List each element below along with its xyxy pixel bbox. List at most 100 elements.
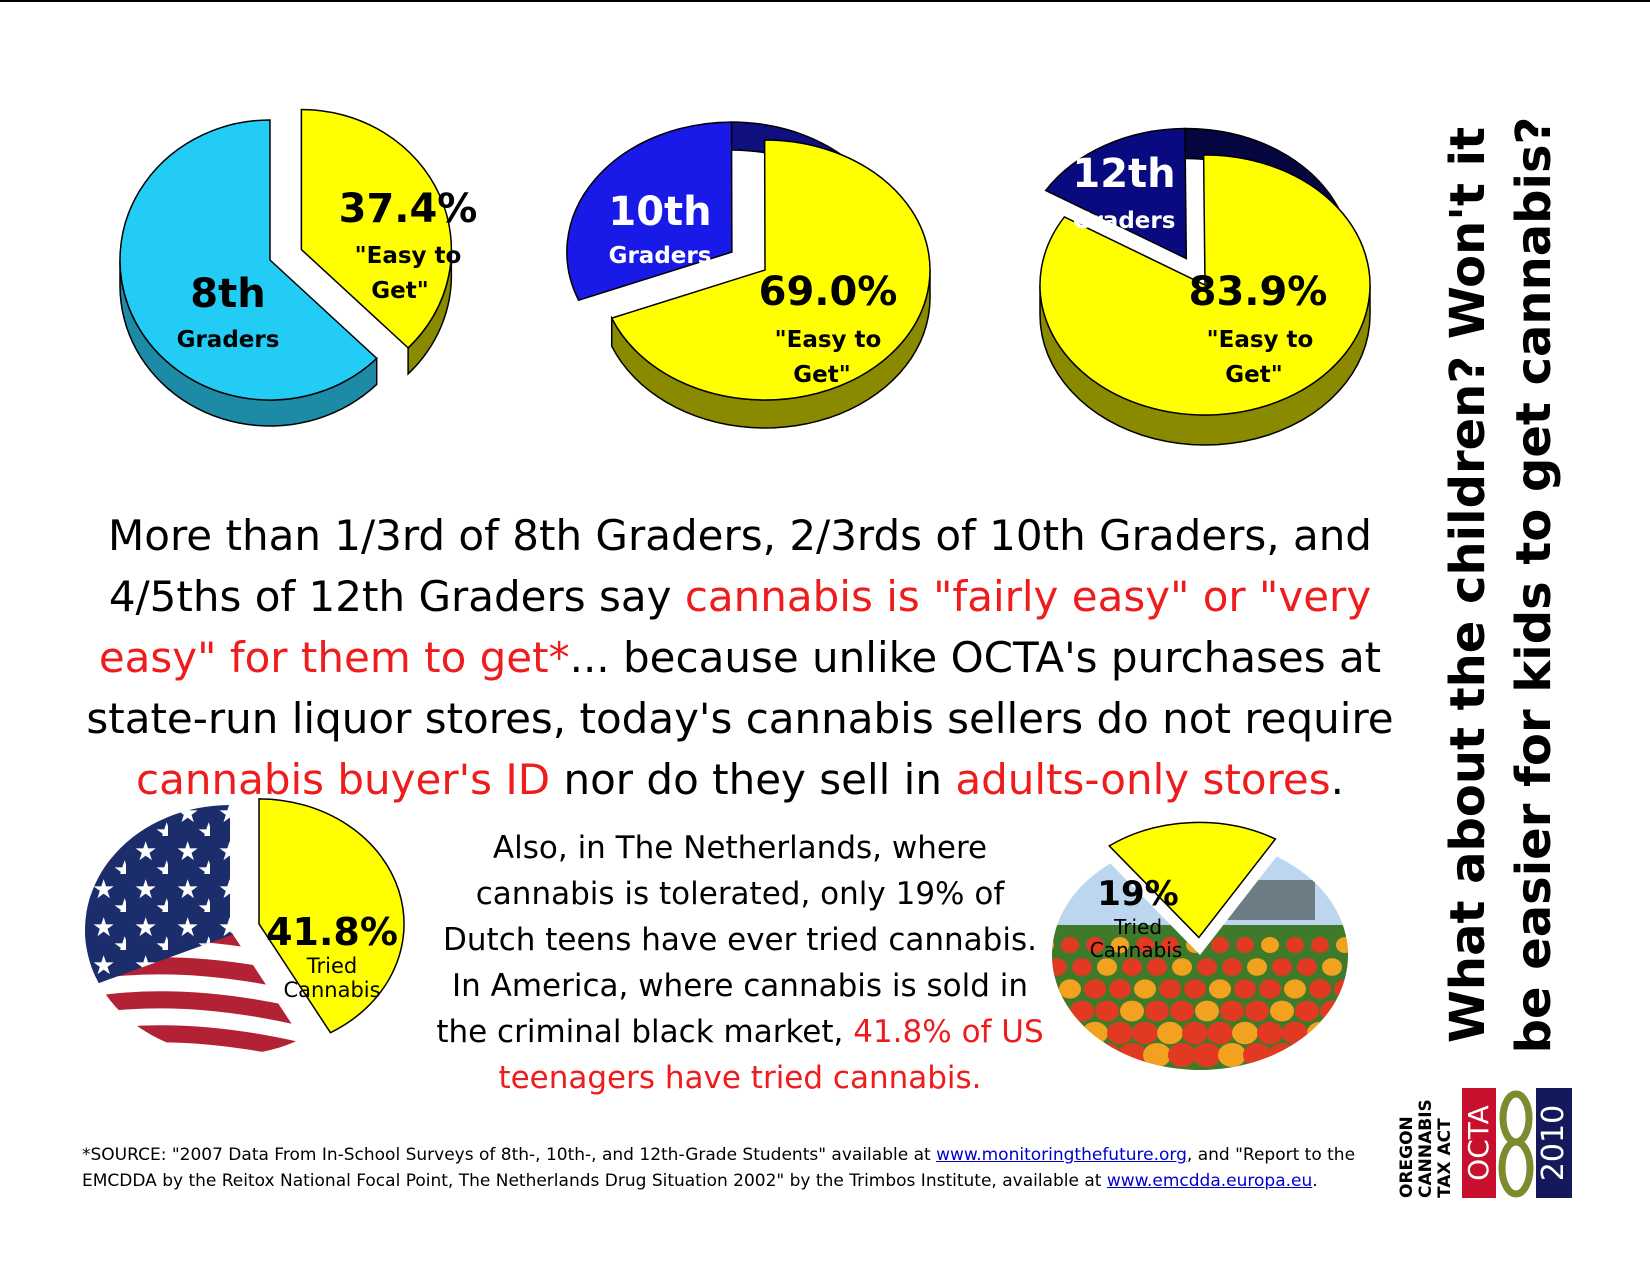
tulip-mark <box>1095 1000 1119 1022</box>
tulip-mark <box>1093 1043 1121 1067</box>
flag-stripe <box>84 957 302 1021</box>
tulip-mark <box>1157 1021 1183 1045</box>
tulip-mark <box>1347 958 1348 976</box>
tulip-mark <box>1320 1000 1344 1022</box>
nl-line1: Tried <box>1113 915 1162 939</box>
tulip-mark <box>1147 958 1167 976</box>
tulip-mark <box>1184 979 1206 999</box>
pie-10th-slice-easy <box>610 139 931 401</box>
pie-12th-slice-graders <box>1044 127 1188 260</box>
tulip-mark <box>1311 937 1329 953</box>
tulip-mark <box>1295 1000 1319 1022</box>
p10-easy-1: "Easy to <box>775 327 882 353</box>
tulip-mark <box>1193 1043 1221 1067</box>
tulip-mark <box>1195 1000 1219 1022</box>
p8-graders: Graders <box>177 327 280 353</box>
tulip-mark <box>1322 958 1342 976</box>
pie-8th-slice-graders <box>119 119 378 401</box>
tulip-mark <box>1107 1021 1133 1045</box>
tulip-mark <box>1168 1043 1196 1067</box>
tulip-mark <box>1236 937 1254 953</box>
main-text-part2: ... because unlike OCTA's purchases at s… <box>86 633 1394 743</box>
tulip-mark <box>1220 1000 1244 1022</box>
tulip-mark <box>1082 1021 1108 1045</box>
side-title-line1: What about the children? Won't it <box>1440 126 1496 1044</box>
tulip-mark <box>1207 1021 1233 1045</box>
tulip-mark <box>1109 979 1131 999</box>
tulip-mark <box>1118 1043 1146 1067</box>
tulip-mark <box>1161 937 1179 953</box>
source-link-emcdda[interactable]: www.emcdda.europa.eu <box>1106 1171 1313 1191</box>
side-title-line2: be easier for kids to get cannabis? <box>1506 116 1562 1054</box>
p12-easy-2: Get" <box>1225 362 1282 388</box>
tulip-mark <box>1136 937 1154 953</box>
logo-cannabis: CANNABIS <box>1416 1099 1436 1198</box>
p12-graders: Graders <box>1073 208 1176 234</box>
tulip-mark <box>1051 1000 1069 1022</box>
tulip-mark <box>1086 937 1104 953</box>
pie-us-slice-tried <box>258 798 405 1034</box>
tulip-mark <box>1370 1001 1394 1022</box>
tulip-mark <box>1051 1043 1071 1067</box>
nl-pct: 19% <box>1097 874 1178 914</box>
p8-easy-1: "Easy to <box>355 243 462 269</box>
p8-easy-2: Get" <box>371 278 428 304</box>
flag-stripe <box>84 1025 302 1056</box>
main-text-part4: . <box>1330 755 1344 804</box>
p10-pct: 69.0% <box>759 269 898 315</box>
tulip-mark <box>1361 937 1379 953</box>
pie-8th-graders <box>119 108 453 427</box>
tulip-mark <box>1182 1021 1208 1045</box>
tulip-mark <box>1332 1021 1348 1045</box>
tulip-mark <box>1172 958 1192 976</box>
tulip-mark <box>1268 1043 1296 1067</box>
tulip-mark <box>1257 1021 1283 1045</box>
tulip-mark <box>1057 1021 1083 1045</box>
tulip-mark <box>1186 937 1204 953</box>
tulip-mark <box>1120 1000 1144 1022</box>
tulip-mark <box>1097 958 1117 976</box>
tulip-mark <box>1318 1043 1346 1067</box>
tulip-mark <box>1357 1022 1383 1044</box>
main-text-part3: nor do they sell in <box>550 755 956 804</box>
tulip-mark <box>1261 937 1279 953</box>
main-text-part1: More than 1/3rd of 8th Graders, 2/3rds o… <box>108 511 1372 621</box>
logo-year: 2010 <box>1536 1104 1571 1182</box>
main-text-red3: adults-only stores <box>955 755 1331 804</box>
tulip-mark <box>1061 937 1079 953</box>
logo-octa-box: OCTA <box>1462 1088 1496 1198</box>
us-pct: 41.8% <box>266 910 398 954</box>
tulip-mark <box>1345 1000 1348 1022</box>
source-part2: , and "Report to the EMCDDA by the Reito… <box>82 1145 1356 1191</box>
tulip-mark <box>1270 1000 1294 1022</box>
logo-year-box: 2010 <box>1536 1088 1572 1198</box>
tulip-mark <box>1218 1043 1246 1067</box>
tulip-mark <box>1222 958 1242 976</box>
side-title: What about the children? Won't it be eas… <box>1435 95 1575 1075</box>
tulip-mark <box>1368 1043 1396 1067</box>
pie-12th-graders <box>1039 127 1371 446</box>
tulip-mark <box>1122 958 1142 976</box>
netherlands-statement: Also, in The Netherlands, where cannabis… <box>435 825 1045 1101</box>
flag-stripe <box>84 991 302 1055</box>
tulip-mark <box>1343 1043 1348 1067</box>
tulip-mark <box>1059 979 1081 999</box>
tulip-mark <box>1132 1021 1158 1045</box>
p12-pct: 83.9% <box>1189 269 1328 315</box>
tulip-mark <box>1286 937 1304 953</box>
tulip-mark <box>1197 958 1217 976</box>
p8-grade: 8th <box>190 271 265 317</box>
tulip-mark <box>1259 979 1281 999</box>
p12-grade: 12th <box>1072 151 1175 197</box>
tulip-mark <box>1159 979 1181 999</box>
tulip-mark <box>1134 979 1156 999</box>
tulip-mark <box>1243 1043 1271 1067</box>
tulip-mark <box>1145 1000 1169 1022</box>
logo-octa: OCTA <box>1462 1105 1495 1181</box>
us-line1: Tried <box>306 954 357 978</box>
tulip-mark <box>1307 1021 1333 1045</box>
tulip-mark <box>1084 979 1106 999</box>
source-link-monitoring[interactable]: www.monitoringthefuture.org <box>936 1145 1187 1165</box>
main-statement: More than 1/3rd of 8th Graders, 2/3rds o… <box>80 505 1400 810</box>
